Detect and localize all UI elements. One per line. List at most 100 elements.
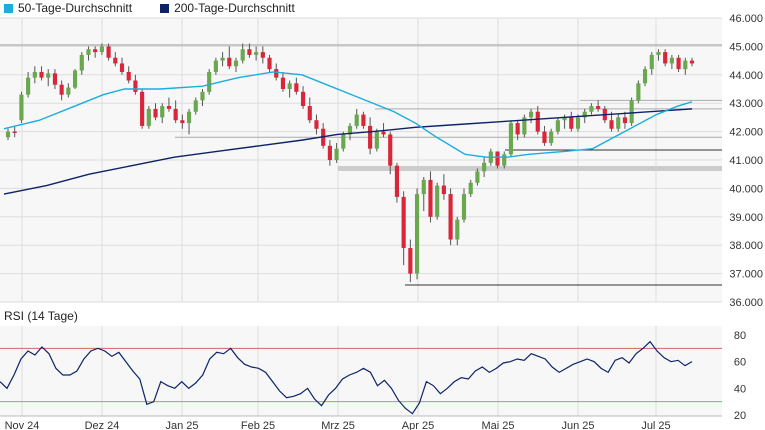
candle-up <box>575 117 581 129</box>
candle-up <box>636 83 641 101</box>
candle-up <box>99 46 104 53</box>
candle-down <box>689 60 695 64</box>
candle-up <box>562 117 567 121</box>
candle-down <box>542 131 547 143</box>
candle-down <box>12 131 17 134</box>
grid-lines <box>0 17 722 416</box>
rsi-tick-label: 80 <box>734 330 746 342</box>
rsi-tick-label: 20 <box>734 410 746 422</box>
candle-up <box>642 69 648 84</box>
candle-up <box>468 182 473 195</box>
y-tick-label: 42.000 <box>729 127 763 139</box>
x-tick-label: Nov 24 <box>5 420 40 430</box>
candle-up <box>86 49 91 55</box>
x-tick-label: Jul 25 <box>641 420 670 430</box>
sma200-line <box>3 108 693 195</box>
candle-up <box>254 52 259 55</box>
candle-down <box>52 73 58 85</box>
candle-up <box>354 114 359 126</box>
candle-up <box>475 171 480 183</box>
candle-up <box>79 54 84 71</box>
candle-up <box>555 120 560 132</box>
candle-down <box>515 123 520 135</box>
x-tick-label: Mai 25 <box>481 420 514 430</box>
candle-down <box>441 185 446 195</box>
x-tick-label: Feb 25 <box>241 420 275 430</box>
candle-up <box>656 52 661 55</box>
candle-up <box>589 106 594 112</box>
legend-swatch-sma200 <box>160 3 170 13</box>
y-tick-label: 44.000 <box>729 70 763 82</box>
candle-down <box>596 106 601 109</box>
y-tick-label: 36.000 <box>729 297 763 309</box>
candle-down <box>307 106 312 121</box>
candle-down <box>388 134 393 166</box>
candle-down <box>39 71 44 78</box>
candle-up <box>669 57 674 64</box>
candle-down <box>368 125 373 149</box>
candle-up <box>193 100 198 112</box>
candle-up <box>508 123 514 155</box>
y-tick-label: 43.000 <box>729 98 763 110</box>
candle-up <box>160 106 165 118</box>
rsi-tick-label: 60 <box>734 357 746 369</box>
candle-up <box>461 194 467 220</box>
candle-up <box>213 60 218 72</box>
candle-down <box>535 111 540 132</box>
candle-down <box>260 52 265 58</box>
candle-up <box>72 70 78 88</box>
candle-down <box>140 91 145 126</box>
rsi-line <box>0 340 693 415</box>
candle-down <box>569 117 574 129</box>
candle-up <box>414 194 420 274</box>
x-tick-label: Jan 25 <box>165 420 198 430</box>
candle-up <box>683 60 688 70</box>
candle-up <box>233 60 239 67</box>
rsi-tick-label: 40 <box>734 383 746 395</box>
y-tick-label: 41.000 <box>729 155 763 167</box>
candle-up <box>502 154 507 166</box>
candle-down <box>59 84 64 95</box>
candle-up <box>435 185 440 217</box>
candle-down <box>173 108 178 121</box>
candle-up <box>549 131 554 143</box>
candle-down <box>247 49 252 55</box>
candle-up <box>629 100 634 124</box>
legend-label-sma50: 50-Tage-Durchschnitt <box>18 1 133 15</box>
candle-down <box>113 57 118 64</box>
candle-up <box>334 148 339 160</box>
candle-down <box>119 63 125 72</box>
candle-down <box>227 57 232 67</box>
sma50-line <box>3 71 693 158</box>
candle-up <box>146 108 151 126</box>
candle-up <box>528 111 534 118</box>
candle-down <box>495 151 500 166</box>
candle-up <box>522 117 527 135</box>
candle-up <box>66 87 71 95</box>
candle-down <box>106 46 111 58</box>
x-tick-label: Mrz 25 <box>321 420 355 430</box>
candle-up <box>649 54 654 70</box>
candle-down <box>93 49 98 53</box>
candle-up <box>421 179 426 195</box>
candle-down <box>133 80 138 92</box>
candle-down <box>622 117 628 124</box>
x-axis-ticks: Nov 24 Dez 24 Jan 25 Feb 25 Mrz 25 Apr 25 Mai … <box>5 420 671 430</box>
candle-down <box>428 179 433 217</box>
y-tick-label: 39.000 <box>729 212 763 224</box>
legend-item-sma50: 50-Tage-Durchschnitt <box>0 1 132 15</box>
candle-down <box>361 114 366 126</box>
candle-up <box>455 219 460 240</box>
candle-down <box>609 120 614 129</box>
candle-up <box>26 77 31 95</box>
candle-up <box>19 94 24 121</box>
candle-up <box>582 111 587 118</box>
candle-down <box>180 120 185 124</box>
candle-down <box>126 71 131 81</box>
candle-down <box>280 77 286 89</box>
candle-up <box>32 71 37 78</box>
candles <box>5 43 695 283</box>
candle-up <box>5 131 11 138</box>
candle-down <box>300 91 306 107</box>
x-tick-label: Dez 24 <box>85 420 120 430</box>
